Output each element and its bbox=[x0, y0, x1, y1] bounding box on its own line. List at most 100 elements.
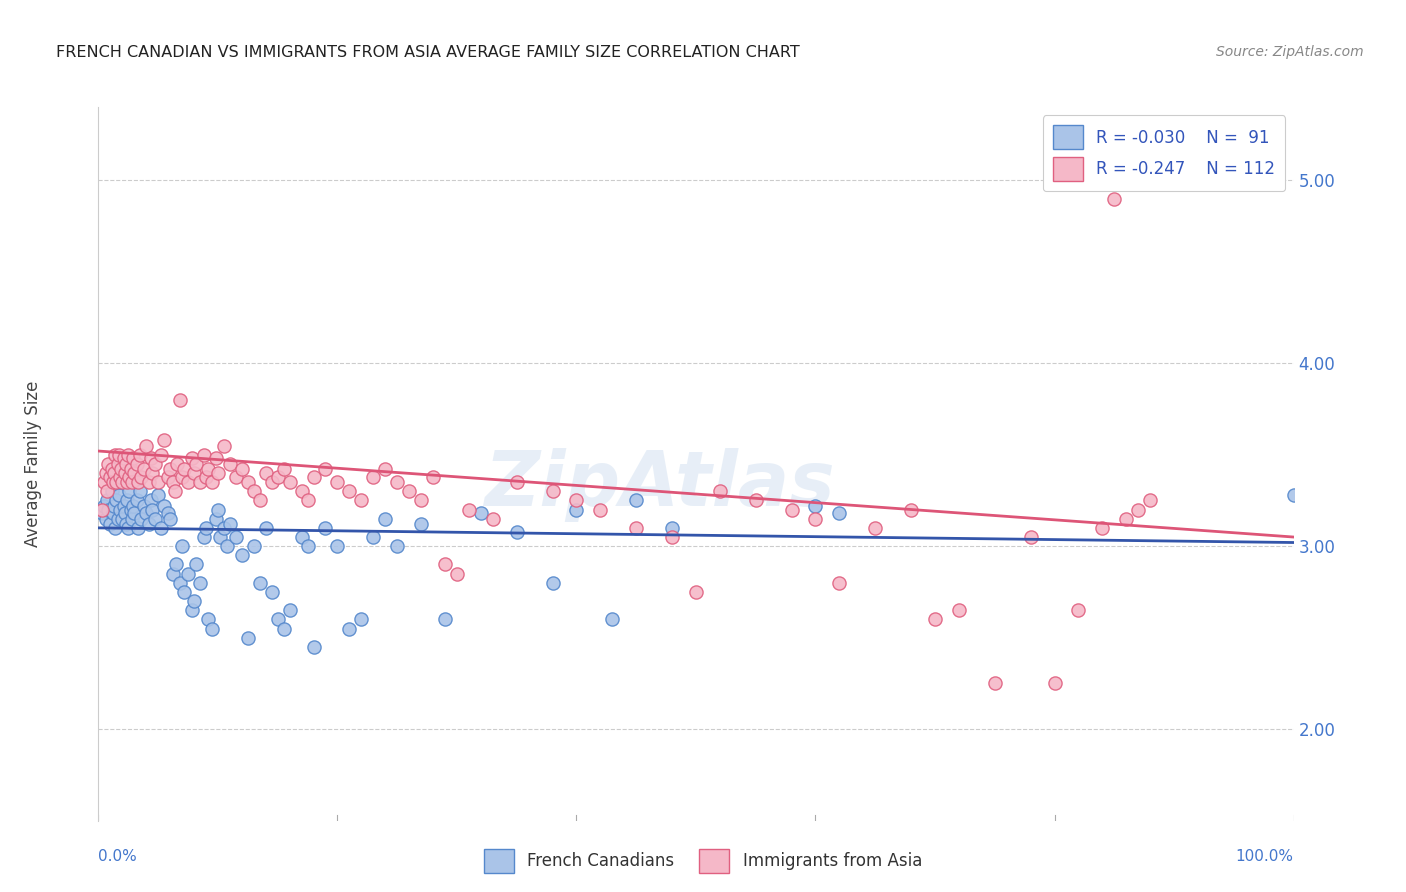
Point bbox=[201, 475, 224, 490]
Point bbox=[411, 493, 433, 508]
Point bbox=[177, 566, 200, 581]
Point bbox=[186, 457, 208, 471]
Point bbox=[207, 466, 229, 480]
Point bbox=[780, 502, 803, 516]
Point bbox=[204, 451, 226, 466]
Point bbox=[204, 512, 226, 526]
Point bbox=[231, 549, 253, 563]
Point bbox=[129, 484, 152, 499]
Point bbox=[374, 462, 396, 476]
Text: FRENCH CANADIAN VS IMMIGRANTS FROM ASIA AVERAGE FAMILY SIZE CORRELATION CHART: FRENCH CANADIAN VS IMMIGRANTS FROM ASIA … bbox=[56, 45, 800, 60]
Point bbox=[506, 524, 529, 539]
Point bbox=[984, 676, 1007, 690]
Point bbox=[626, 521, 648, 535]
Point bbox=[93, 475, 115, 490]
Point bbox=[434, 558, 457, 572]
Point bbox=[297, 539, 319, 553]
Point bbox=[315, 521, 337, 535]
Point bbox=[121, 512, 143, 526]
Point bbox=[107, 512, 129, 526]
Point bbox=[183, 466, 205, 480]
Point bbox=[169, 575, 191, 590]
Point bbox=[243, 539, 266, 553]
Point bbox=[217, 539, 239, 553]
Point bbox=[626, 493, 648, 508]
Point bbox=[195, 521, 218, 535]
Point bbox=[339, 484, 361, 499]
Point bbox=[91, 502, 114, 516]
Point bbox=[212, 438, 235, 452]
Point bbox=[865, 521, 887, 535]
Point bbox=[96, 484, 118, 499]
Point bbox=[948, 603, 970, 617]
Point bbox=[260, 475, 283, 490]
Point bbox=[273, 462, 295, 476]
Point bbox=[107, 457, 129, 471]
Point bbox=[1104, 192, 1126, 206]
Point bbox=[219, 517, 242, 532]
Point bbox=[124, 506, 146, 520]
Point bbox=[135, 506, 157, 520]
Point bbox=[446, 566, 468, 581]
Point bbox=[828, 575, 851, 590]
Point bbox=[110, 475, 132, 490]
Point bbox=[148, 475, 170, 490]
Point bbox=[153, 433, 176, 447]
Point bbox=[103, 466, 125, 480]
Point bbox=[132, 499, 155, 513]
Point bbox=[143, 457, 166, 471]
Point bbox=[267, 469, 290, 483]
Point bbox=[111, 475, 134, 490]
Point bbox=[94, 466, 117, 480]
Text: 0.0%: 0.0% bbox=[98, 849, 138, 864]
Point bbox=[1115, 512, 1137, 526]
Point bbox=[93, 499, 115, 513]
Point bbox=[112, 451, 135, 466]
Point bbox=[97, 457, 120, 471]
Point bbox=[225, 530, 247, 544]
Text: Average Family Size: Average Family Size bbox=[24, 381, 42, 547]
Point bbox=[149, 448, 172, 462]
Point bbox=[297, 493, 319, 508]
Point bbox=[143, 512, 166, 526]
Point bbox=[1139, 493, 1161, 508]
Point bbox=[100, 469, 122, 483]
Point bbox=[195, 469, 218, 483]
Point bbox=[219, 457, 242, 471]
Point bbox=[115, 457, 138, 471]
Point bbox=[162, 475, 184, 490]
Point bbox=[326, 539, 349, 553]
Point bbox=[100, 462, 122, 476]
Point bbox=[565, 493, 588, 508]
Point bbox=[105, 475, 128, 490]
Point bbox=[804, 512, 827, 526]
Point bbox=[363, 530, 385, 544]
Point bbox=[236, 631, 259, 645]
Point bbox=[173, 462, 195, 476]
Point bbox=[118, 484, 141, 499]
Point bbox=[1043, 676, 1066, 690]
Point bbox=[249, 575, 271, 590]
Point bbox=[159, 512, 181, 526]
Point bbox=[173, 585, 195, 599]
Point bbox=[685, 585, 707, 599]
Point bbox=[302, 640, 325, 654]
Point bbox=[385, 475, 409, 490]
Point bbox=[267, 612, 290, 626]
Point bbox=[363, 469, 385, 483]
Point bbox=[97, 502, 120, 516]
Point bbox=[183, 594, 205, 608]
Point bbox=[132, 462, 155, 476]
Point bbox=[180, 451, 202, 466]
Point bbox=[1282, 488, 1305, 502]
Point bbox=[212, 521, 235, 535]
Point bbox=[165, 558, 187, 572]
Point bbox=[111, 512, 134, 526]
Point bbox=[166, 457, 188, 471]
Point bbox=[243, 484, 266, 499]
Point bbox=[96, 493, 118, 508]
Point bbox=[291, 530, 314, 544]
Point bbox=[138, 517, 160, 532]
Point bbox=[141, 502, 163, 516]
Point bbox=[138, 475, 160, 490]
